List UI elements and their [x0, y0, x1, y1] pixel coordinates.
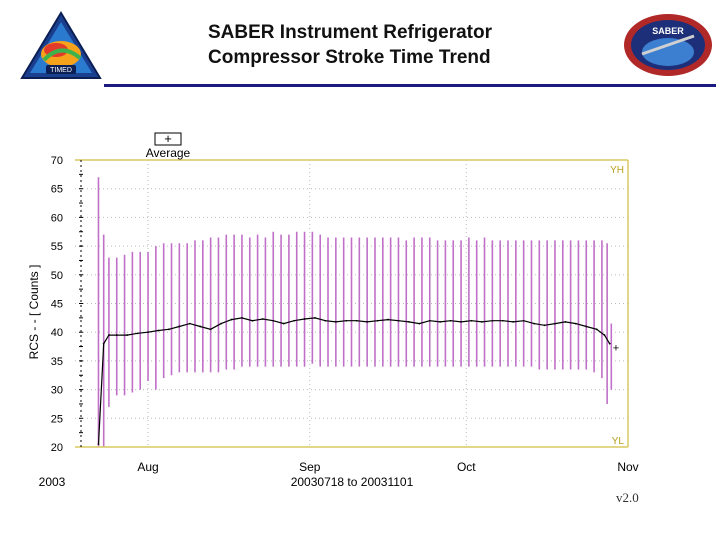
average-point — [355, 319, 358, 322]
y-tick-label: 35 — [51, 356, 63, 368]
saber-logo: SABER — [624, 14, 712, 76]
average-point — [397, 319, 400, 322]
average-end-marker: + — [613, 343, 619, 355]
y-tick-label: 30 — [51, 385, 63, 397]
version-label: v2.0 — [616, 490, 639, 505]
average-point — [157, 329, 160, 332]
average-point — [376, 319, 379, 322]
legend-label: Average — [146, 146, 191, 160]
y-tick-label: 45 — [51, 299, 63, 311]
average-point — [418, 322, 421, 325]
average-point — [439, 320, 442, 323]
y-tick-label: 55 — [51, 241, 63, 253]
average-point — [241, 316, 243, 319]
average-point — [272, 319, 275, 322]
y-tick-label: 25 — [51, 413, 63, 425]
page-title: SABER Instrument Refrigerator Compressor… — [208, 20, 492, 70]
year-label: 2003 — [39, 475, 66, 489]
y-tick-label: 40 — [51, 327, 63, 339]
average-point — [97, 443, 100, 446]
y-tick-label: 70 — [51, 155, 63, 167]
header-rule — [104, 84, 716, 87]
average-point — [345, 319, 348, 322]
average-point — [108, 334, 110, 336]
x-tick-label: Sep — [299, 460, 321, 474]
average-point — [491, 319, 494, 322]
average-point — [533, 322, 535, 325]
range-bars — [97, 177, 613, 447]
average-point — [481, 320, 483, 323]
axes: 20 25 30 35 40 45 50 55 60 65 70 Aug Sep Oct Nov YH YL — [51, 155, 639, 474]
average-point — [470, 319, 473, 322]
average-point — [522, 319, 525, 322]
average-point — [209, 328, 212, 331]
average-point — [554, 322, 556, 325]
svg-text:TIMED: TIMED — [50, 67, 72, 74]
yh-label: YH — [610, 165, 624, 176]
average-point — [543, 324, 546, 327]
title-line-2: Compressor Stroke Time Trend — [208, 47, 491, 68]
average-point — [366, 320, 369, 323]
average-point — [220, 322, 222, 325]
average-point — [585, 325, 588, 328]
average-point — [512, 320, 515, 323]
average-point — [428, 319, 431, 322]
average-point — [407, 320, 410, 323]
average-point — [595, 328, 598, 331]
average-point — [282, 322, 285, 325]
y-tick-label: 65 — [51, 184, 63, 196]
average-point — [574, 322, 577, 325]
yl-label: YL — [612, 436, 625, 447]
average-point — [115, 334, 118, 336]
average-line — [97, 317, 611, 445]
svg-text:SABER: SABER — [652, 26, 684, 36]
y-tick-label: 60 — [51, 212, 63, 224]
average-point — [293, 319, 296, 322]
average-point — [261, 318, 264, 320]
average-point — [147, 331, 149, 334]
legend: + Average — [146, 131, 191, 160]
average-point — [136, 332, 139, 335]
average-point — [608, 342, 611, 345]
average-point — [460, 320, 462, 323]
legend-marker: + — [164, 131, 172, 146]
average-point — [188, 322, 191, 325]
average-point — [334, 320, 337, 323]
average-point — [449, 319, 452, 322]
y-tick-label: 50 — [51, 270, 63, 282]
y-axis-label: RCS - - [ Counts ] — [27, 265, 41, 360]
timed-logo: TIMED — [20, 11, 102, 79]
average-point — [178, 325, 181, 328]
x-tick-label: Aug — [137, 460, 158, 474]
average-point — [303, 318, 306, 320]
average-point — [126, 334, 129, 336]
average-point — [314, 316, 316, 319]
x-tick-label: Nov — [617, 460, 638, 474]
legend-box — [154, 132, 182, 146]
x-axis-label: 20030718 to 20031101 — [291, 475, 414, 489]
average-point — [324, 319, 327, 322]
average-point — [230, 318, 233, 321]
average-point — [603, 334, 606, 336]
title-line-1: SABER Instrument Refrigerator — [208, 22, 492, 43]
average-point — [501, 319, 504, 322]
average-point — [251, 319, 254, 322]
average-point — [564, 320, 567, 323]
average-series: + — [97, 316, 619, 446]
average-point — [168, 328, 170, 331]
average-point — [387, 318, 389, 321]
average-point — [199, 325, 202, 328]
x-tick-label: Oct — [457, 460, 476, 474]
average-point — [102, 342, 105, 345]
y-tick-label: 20 — [51, 442, 63, 454]
